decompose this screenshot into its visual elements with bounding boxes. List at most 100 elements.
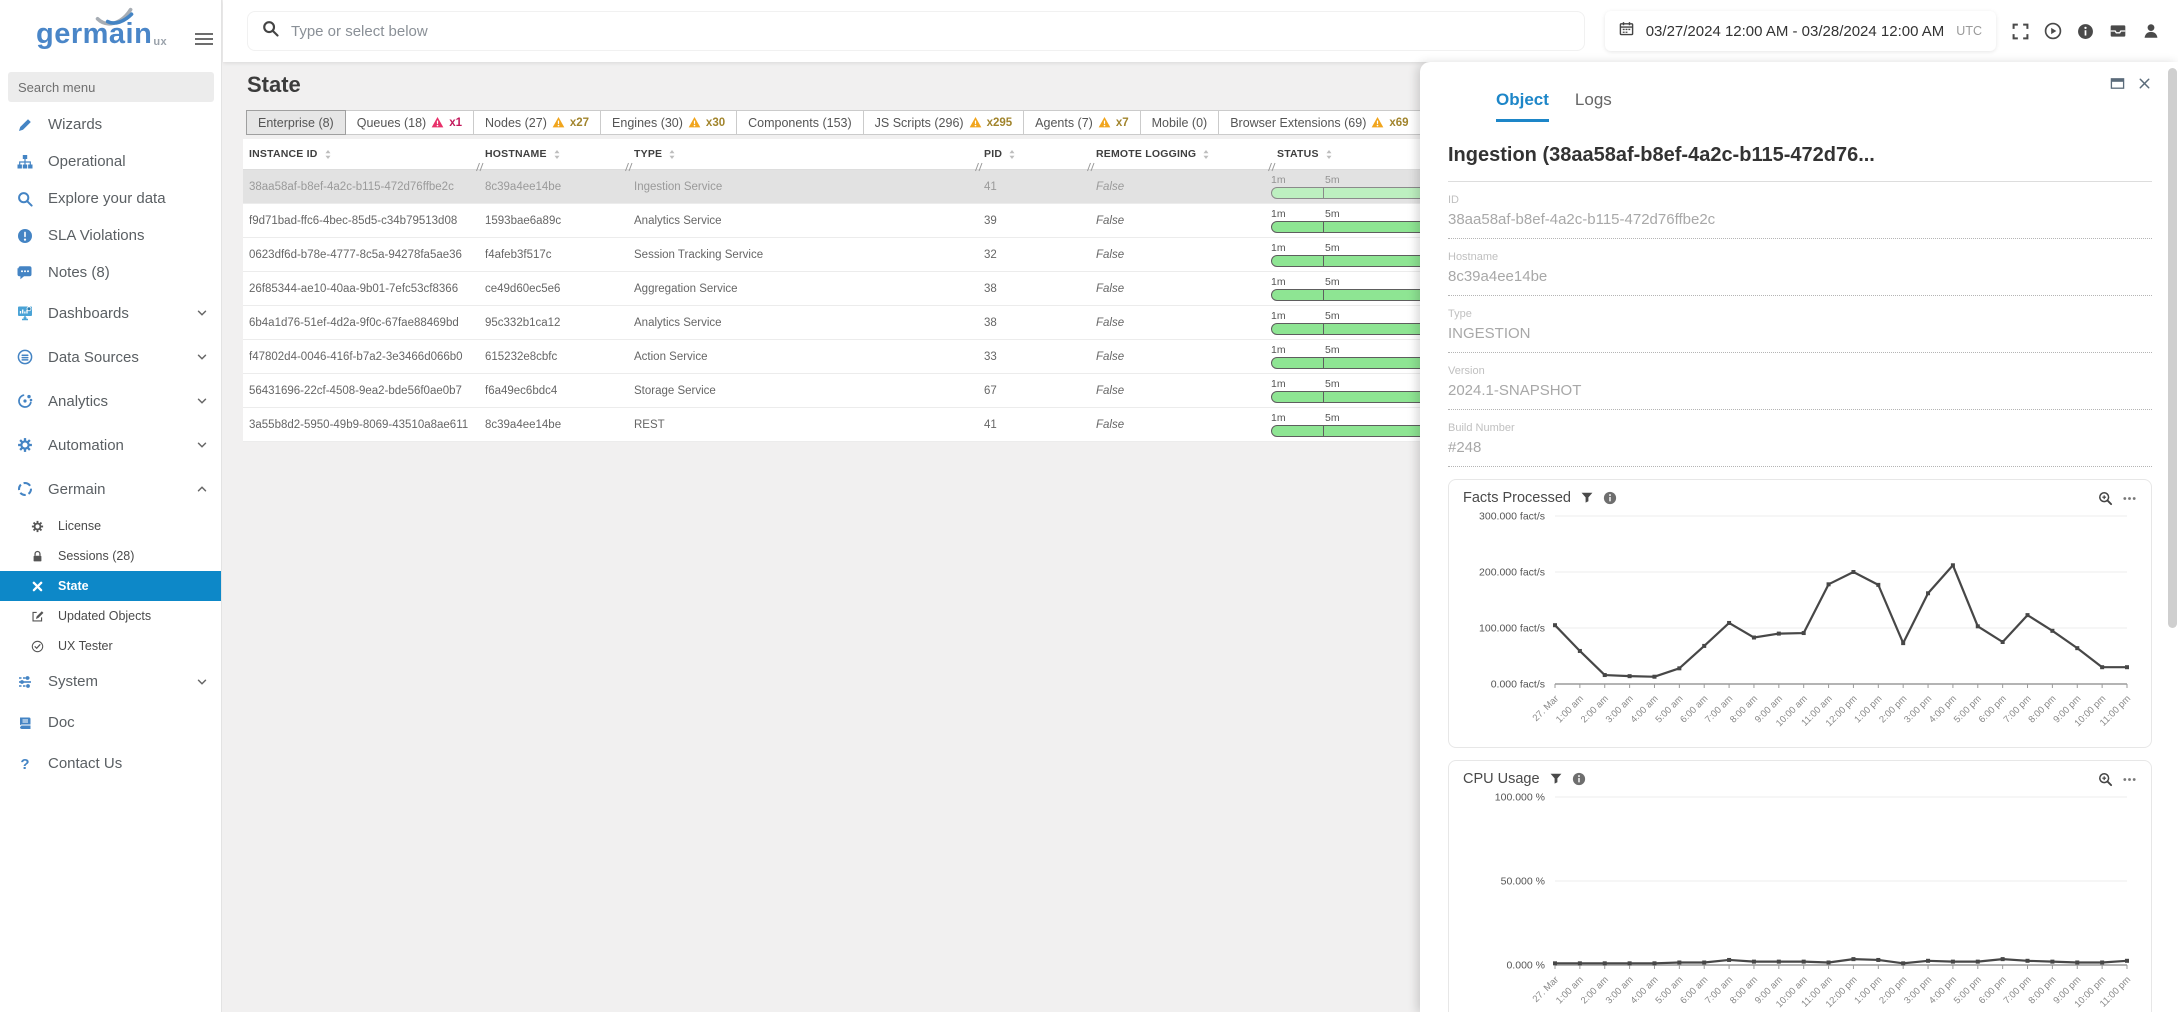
tab-components-153-[interactable]: Components (153) (736, 110, 864, 135)
cell-type: Ingestion Service (628, 181, 978, 193)
svg-text:0.000 fact/s: 0.000 fact/s (1491, 679, 1545, 691)
sidebar-item-contact-us[interactable]: ? Contact Us (0, 743, 221, 784)
column-resize-grip[interactable] (973, 162, 983, 172)
panel-window-button[interactable] (2110, 76, 2125, 91)
menu-toggle-icon[interactable] (195, 30, 213, 48)
filter-button[interactable] (1580, 491, 1594, 505)
global-search-input[interactable] (291, 23, 1570, 40)
sort-icon[interactable] (1325, 149, 1333, 160)
cell-instance-id: 38aa58af-b8ef-4a2c-b115-472d76ffbe2c (243, 181, 479, 193)
chart-card-cpu-usage: CPU Usage 100.000 %50.000 %0.000 %27. Ma… (1448, 760, 2152, 1012)
sort-icon[interactable] (1202, 149, 1210, 160)
column-resize-grip[interactable] (474, 162, 484, 172)
panel-scrollbar[interactable] (2168, 68, 2177, 628)
sidebar-subitem-ux-tester[interactable]: UX Tester (0, 631, 221, 661)
details-panel: Object Logs Ingestion (38aa58af-b8ef-4a2… (1420, 62, 2178, 1012)
tab-agents-7-[interactable]: Agents (7) x7 (1023, 110, 1140, 135)
inbox-button[interactable] (2109, 22, 2127, 40)
svg-text:300.000 fact/s: 300.000 fact/s (1479, 511, 1545, 523)
sort-icon[interactable] (1008, 149, 1016, 160)
cell-hostname: ce49d60ec5e6 (479, 283, 628, 295)
cell-pid: 33 (978, 351, 1090, 363)
cell-remote-logging: False (1090, 249, 1271, 261)
sidebar-item-germain[interactable]: Germain (0, 467, 221, 511)
tab-engines-30-[interactable]: Engines (30) x30 (600, 110, 737, 135)
search-icon (262, 20, 279, 37)
cell-hostname: 95c332b1ca12 (479, 317, 628, 329)
gear-small-icon (31, 520, 44, 533)
tab-mobile-0-[interactable]: Mobile (0) (1140, 110, 1220, 135)
global-search[interactable] (247, 11, 1585, 51)
date-range-text: 03/27/2024 12:00 AM - 03/28/2024 12:00 A… (1646, 23, 1945, 40)
line-chart: 300.000 fact/s200.000 fact/s100.000 fact… (1463, 506, 2139, 742)
sidebar-item-explore-your-data[interactable]: Explore your data (0, 180, 221, 217)
sidebar-item-notes-[interactable]: Notes (8) (0, 254, 221, 291)
germain-logo[interactable]: germainux (36, 6, 167, 49)
ellipsis-button[interactable] (2122, 491, 2137, 506)
column-header-remote-logging[interactable]: REMOTE LOGGING (1090, 139, 1271, 169)
field-hostname: Hostname 8c39a4ee14be (1448, 239, 2152, 296)
sidebar-item-doc[interactable]: Doc (0, 702, 221, 743)
search-icon (17, 191, 33, 207)
column-resize-grip[interactable] (1085, 162, 1095, 172)
panel-tab-logs[interactable]: Logs (1575, 90, 1612, 122)
info-small-button[interactable] (1572, 772, 1586, 786)
cell-remote-logging: False (1090, 419, 1271, 431)
date-range-picker[interactable]: 03/27/2024 12:00 AM - 03/28/2024 12:00 A… (1605, 11, 1996, 51)
svg-text:100.000 fact/s: 100.000 fact/s (1479, 623, 1545, 635)
panel-close-button[interactable] (2137, 76, 2152, 91)
user-button[interactable] (2142, 22, 2160, 40)
gear-icon (17, 437, 33, 453)
data-sources-icon (17, 349, 33, 365)
tab-js-scripts-296-[interactable]: JS Scripts (296) x295 (863, 110, 1025, 135)
sidebar-item-sla-violations[interactable]: SLA Violations (0, 217, 221, 254)
fullscreen-button[interactable] (2012, 23, 2029, 40)
sidebar-nav: Wizards Operational Explore your data SL… (0, 106, 221, 784)
cell-type: Session Tracking Service (628, 249, 978, 261)
sidebar-item-operational[interactable]: Operational (0, 143, 221, 180)
zoom-in-button[interactable] (2098, 491, 2113, 506)
sort-icon[interactable] (553, 149, 561, 160)
tab-queues-18-[interactable]: Queues (18) x1 (345, 110, 474, 135)
sort-icon[interactable] (668, 149, 676, 160)
info-small-button[interactable] (1603, 491, 1617, 505)
chevron-down-icon (195, 675, 209, 689)
play-circle-button[interactable] (2044, 22, 2062, 40)
sidebar-subitem-license[interactable]: License (0, 511, 221, 541)
sidebar-subitem-updated-objects[interactable]: Updated Objects (0, 601, 221, 631)
tab-nodes-27-[interactable]: Nodes (27) x27 (473, 110, 601, 135)
panel-tab-object[interactable]: Object (1496, 90, 1549, 122)
cell-pid: 41 (978, 181, 1090, 193)
sidebar-subitem-state[interactable]: State (0, 571, 221, 601)
column-header-instance-id[interactable]: INSTANCE ID (243, 139, 479, 169)
tab-enterprise-8-[interactable]: Enterprise (8) (246, 110, 346, 135)
sidebar-item-wizards[interactable]: Wizards (0, 106, 221, 143)
cell-type: Storage Service (628, 385, 978, 397)
menu-search-input[interactable] (8, 72, 214, 102)
ellipsis-button[interactable] (2122, 772, 2137, 787)
zoom-in-button[interactable] (2098, 772, 2113, 787)
sidebar-item-dashboards[interactable]: Dashboards (0, 291, 221, 335)
info-circle-button[interactable] (2077, 23, 2094, 40)
dashboard-icon (17, 305, 33, 321)
column-header-hostname[interactable]: HOSTNAME (479, 139, 628, 169)
sort-icon[interactable] (324, 149, 332, 160)
column-resize-grip[interactable] (623, 162, 633, 172)
zoom-in-icon (2098, 772, 2113, 787)
column-header-pid[interactable]: PID (978, 139, 1090, 169)
svg-text:50.000 %: 50.000 % (1501, 876, 1545, 888)
timezone-label: UTC (1956, 24, 1982, 38)
sidebar-subitem-sessions-[interactable]: Sessions (28) (0, 541, 221, 571)
tab-browser-extensions-69-[interactable]: Browser Extensions (69) x69 (1218, 110, 1420, 135)
cell-remote-logging: False (1090, 283, 1271, 295)
column-header-type[interactable]: TYPE (628, 139, 978, 169)
sidebar-item-data-sources[interactable]: Data Sources (0, 335, 221, 379)
warning-icon (688, 116, 701, 129)
sidebar-item-automation[interactable]: Automation (0, 423, 221, 467)
column-resize-grip[interactable] (1266, 162, 1276, 172)
sidebar-item-system[interactable]: System (0, 661, 221, 702)
filter-button[interactable] (1549, 772, 1563, 786)
sitemap-icon (17, 154, 33, 170)
sidebar-item-analytics[interactable]: Analytics (0, 379, 221, 423)
book-icon (17, 715, 33, 731)
